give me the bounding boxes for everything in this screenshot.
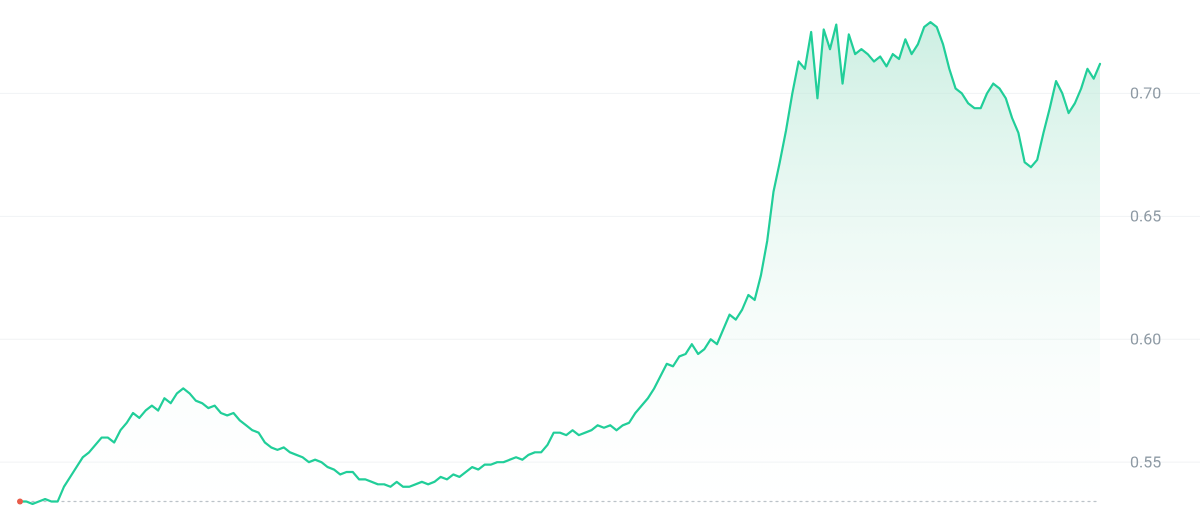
start-marker [17, 499, 23, 505]
area-fill [20, 22, 1100, 531]
ytick-label: 0.60 [1130, 330, 1161, 349]
chart-canvas [0, 0, 1200, 531]
ytick-label: 0.70 [1130, 84, 1161, 103]
ytick-label: 0.55 [1130, 453, 1161, 472]
ytick-label: 0.65 [1130, 207, 1161, 226]
price-chart: 0.55 0.60 0.65 0.70 [0, 0, 1200, 531]
